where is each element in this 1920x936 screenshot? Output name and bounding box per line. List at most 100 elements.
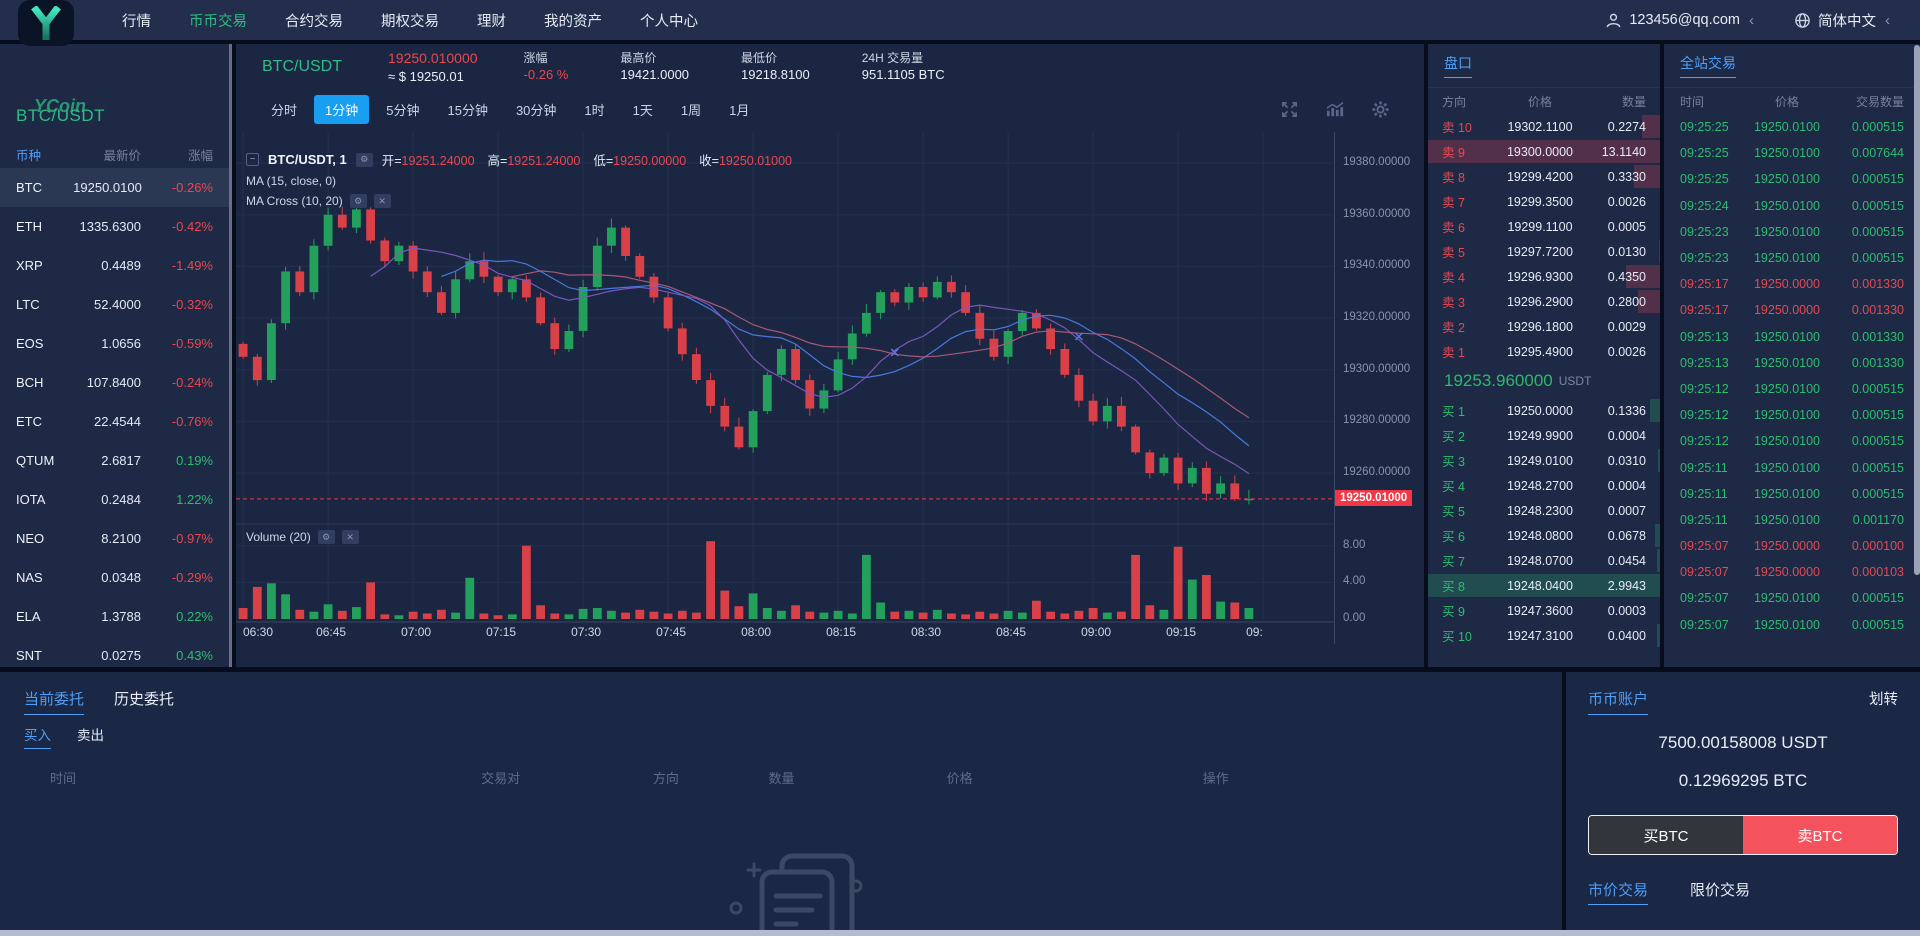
tab-all-trades[interactable]: 全站交易 <box>1680 53 1736 78</box>
order-book-ask-row[interactable]: 卖 3 19296.2900 0.2800 <box>1428 289 1660 314</box>
order-book-bid-row[interactable]: 买 9 19247.3600 0.0003 <box>1428 598 1660 623</box>
language-menu[interactable]: 简体中文 ‹ <box>1794 10 1890 31</box>
col-symbol[interactable]: 币种 <box>16 148 42 163</box>
order-book-bid-row[interactable]: 买 7 19248.0700 0.0454 <box>1428 548 1660 573</box>
sidebar-scrollbar[interactable] <box>229 44 232 667</box>
order-book-bid-row[interactable]: 买 5 19248.2300 0.0007 <box>1428 498 1660 523</box>
tab-市价交易[interactable]: 市价交易 <box>1588 879 1649 905</box>
tab-卖出[interactable]: 卖出 <box>77 728 104 743</box>
market-row-ETH[interactable]: ETH 1335.6300 -0.42% <box>0 207 229 246</box>
market-row-SNT[interactable]: SNT 0.0275 0.43% <box>0 636 229 667</box>
exchange-logo[interactable] <box>18 0 74 46</box>
order-book-ask-row[interactable]: 卖 6 19299.1100 0.0005 <box>1428 214 1660 239</box>
market-row-LTC[interactable]: LTC 52.4000 -0.32% <box>0 285 229 324</box>
trade-row: 09:25:11 19250.0100 0.000515 <box>1664 481 1920 507</box>
gear-icon[interactable]: ⚙ <box>355 152 373 167</box>
nav-item-合约交易[interactable]: 合约交易 <box>285 13 343 30</box>
market-row-NEO[interactable]: NEO 8.2100 -0.97% <box>0 519 229 558</box>
candlestick-chart[interactable]: 19380.00000 19360.00000 19340.00000 19320.0… <box>236 128 1424 667</box>
timeframe-分时[interactable]: 分时 <box>271 102 298 118</box>
market-row-QTUM[interactable]: QTUM 2.6817 0.19% <box>0 441 229 480</box>
tab-限价交易[interactable]: 限价交易 <box>1690 882 1751 899</box>
nav-item-行情[interactable]: 行情 <box>122 13 151 30</box>
gear-icon[interactable] <box>1371 100 1390 119</box>
timeframe-5分钟[interactable]: 5分钟 <box>386 102 420 118</box>
order-book-ask-row[interactable]: 卖 8 19299.4200 0.3330 <box>1428 164 1660 189</box>
trade-price: 19250.0100 <box>1753 408 1821 423</box>
order-book-ask-row[interactable]: 卖 5 19297.7200 0.0130 <box>1428 239 1660 264</box>
order-book-bid-row[interactable]: 买 3 19249.0100 0.0310 <box>1428 448 1660 473</box>
trade-price: 19250.0000 <box>1753 277 1821 292</box>
close-icon[interactable]: ✕ <box>341 530 359 544</box>
order-book-bid-row[interactable]: 买 4 19248.2700 0.0004 <box>1428 473 1660 498</box>
trade-row: 09:25:13 19250.0100 0.001330 <box>1664 324 1920 350</box>
order-book-ask-row[interactable]: 卖 1 19295.4900 0.0026 <box>1428 339 1660 364</box>
order-book-ask-row[interactable]: 卖 7 19299.3500 0.0026 <box>1428 189 1660 214</box>
market-row-EOS[interactable]: EOS 1.0656 -0.59% <box>0 324 229 363</box>
order-book-bid-row[interactable]: 买 2 19249.9900 0.0004 <box>1428 423 1660 448</box>
bottom-divider <box>0 930 1920 936</box>
timeframe-1时[interactable]: 1时 <box>584 102 605 118</box>
orders-col-数量: 数量 <box>768 771 795 786</box>
tab-买入[interactable]: 买入 <box>24 724 51 749</box>
ob-price: 19248.2700 <box>1506 478 1574 493</box>
tab-当前委托[interactable]: 当前委托 <box>24 688 85 715</box>
collapse-icon[interactable]: − <box>246 153 259 166</box>
gear-icon[interactable]: ⚙ <box>317 530 335 544</box>
chevron-down-icon: ‹ <box>1885 11 1890 29</box>
market-row-BTC[interactable]: BTC 19250.0100 -0.26% <box>0 168 229 207</box>
market-row-BCH[interactable]: BCH 107.8400 -0.24% <box>0 363 229 402</box>
trade-time: 09:25:25 <box>1680 172 1729 187</box>
sell-btc-button[interactable]: 卖BTC <box>1743 816 1897 854</box>
timeframe-1月[interactable]: 1月 <box>729 102 750 118</box>
timeframe-1周[interactable]: 1周 <box>680 102 702 118</box>
gear-icon[interactable]: ⚙ <box>349 194 367 208</box>
nav-item-期权交易[interactable]: 期权交易 <box>381 13 439 30</box>
market-row-ELA[interactable]: ELA 1.3788 0.22% <box>0 597 229 636</box>
market-symbol: LTC <box>16 297 40 312</box>
timeframe-30分钟[interactable]: 30分钟 <box>515 102 557 118</box>
trade-row: 09:25:23 19250.0100 0.000515 <box>1664 245 1920 271</box>
market-row-IOTA[interactable]: IOTA 0.2484 1.22% <box>0 480 229 519</box>
nav-item-我的资产[interactable]: 我的资产 <box>544 13 602 30</box>
timeframe-1天[interactable]: 1天 <box>632 102 653 118</box>
trade-time: 09:25:13 <box>1680 329 1729 344</box>
volume-tick: 8.00 <box>1343 538 1366 551</box>
timeframe-15分钟[interactable]: 15分钟 <box>447 102 488 118</box>
order-book-bid-row[interactable]: 买 10 19247.3100 0.0400 <box>1428 623 1660 648</box>
market-row-XRP[interactable]: XRP 0.4489 -1.49% <box>0 246 229 285</box>
nav-item-个人中心[interactable]: 个人中心 <box>640 13 698 30</box>
col-change[interactable]: 涨幅 <box>187 148 213 163</box>
approx-usd: ≈ $ 19250.01 <box>388 68 464 84</box>
nav-item-理财[interactable]: 理财 <box>477 13 506 30</box>
order-book-bid-row[interactable]: 买 8 19248.0400 2.9943 <box>1428 573 1660 598</box>
order-book-ask-row[interactable]: 卖 9 19300.0000 13.1140 <box>1428 139 1660 164</box>
order-book-bid-row[interactable]: 买 6 19248.0800 0.0678 <box>1428 523 1660 548</box>
market-row-ETC[interactable]: ETC 22.4544 -0.76% <box>0 402 229 441</box>
tab-历史委托[interactable]: 历史委托 <box>114 691 175 708</box>
fullscreen-icon[interactable] <box>1280 100 1299 119</box>
buy-btc-button[interactable]: 买BTC <box>1589 816 1743 854</box>
order-book-ask-row[interactable]: 卖 10 19302.1100 0.2274 <box>1428 114 1660 139</box>
chart-style-icon[interactable] <box>1325 100 1345 118</box>
depth-bar <box>1659 240 1660 263</box>
order-book-bid-row[interactable]: 买 1 19250.0000 0.1336 <box>1428 398 1660 423</box>
user-account-menu[interactable]: 123456@qq.com ‹ <box>1605 12 1754 29</box>
user-email: 123456@qq.com <box>1629 12 1740 28</box>
tab-order-book[interactable]: 盘口 <box>1444 53 1472 78</box>
nav-item-币币交易[interactable]: 币币交易 <box>189 13 247 30</box>
order-book-ask-row[interactable]: 卖 2 19296.1800 0.0029 <box>1428 314 1660 339</box>
page-scrollbar[interactable] <box>1914 45 1920 575</box>
close-icon[interactable]: ✕ <box>373 194 391 208</box>
market-row-NAS[interactable]: NAS 0.0348 -0.29% <box>0 558 229 597</box>
transfer-link[interactable]: 划转 <box>1869 692 1898 708</box>
ticker-stats: 涨幅 -0.26 % 最高价 19421.0000 最低价 19218.8100 24H 交… <box>524 50 945 84</box>
order-book-ask-row[interactable]: 卖 4 19296.9300 0.4350 <box>1428 264 1660 289</box>
timeframe-1分钟[interactable]: 1分钟 <box>314 94 370 124</box>
col-last-price[interactable]: 最新价 <box>103 148 141 163</box>
trade-row: 09:25:12 19250.0100 0.000515 <box>1664 402 1920 428</box>
market-change: -0.59% <box>171 336 213 351</box>
trade-price: 19250.0100 <box>1753 486 1821 501</box>
market-price: 0.0348 <box>101 570 141 585</box>
tab-spot-account[interactable]: 币币账户 <box>1588 688 1649 715</box>
